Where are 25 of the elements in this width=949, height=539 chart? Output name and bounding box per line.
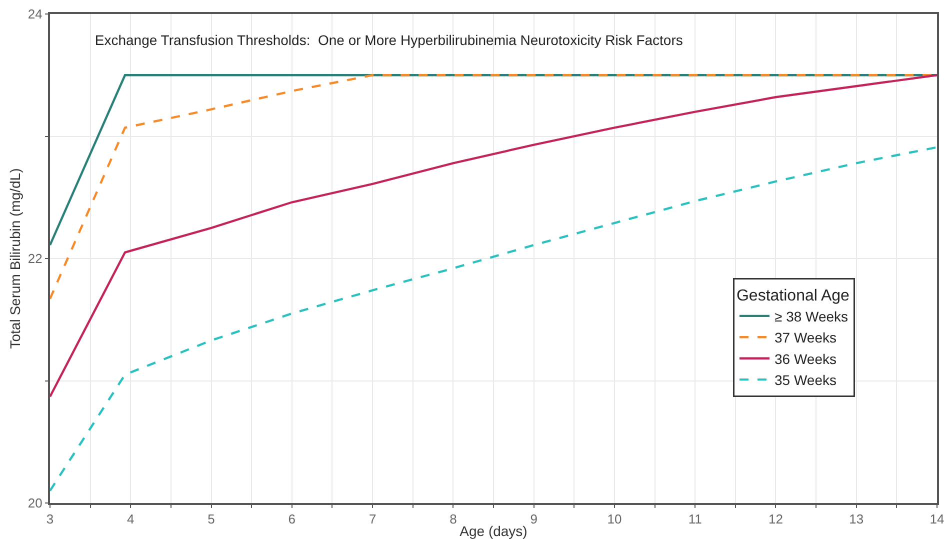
x-tick-label: 14: [930, 512, 944, 527]
x-tick-label: 10: [607, 512, 622, 527]
legend-title: Gestational Age: [736, 287, 850, 304]
x-tick-label: 12: [768, 512, 783, 527]
y-tick-label: 20: [28, 496, 42, 511]
y-axis-title: Total Serum Bilirubin (mg/dL): [7, 168, 24, 349]
x-tick-label: 11: [688, 512, 702, 527]
x-tick-label: 5: [208, 512, 215, 527]
legend-label: ≥ 38 Weeks: [774, 308, 848, 324]
x-tick-label: 4: [127, 512, 134, 527]
y-tick-label: 24: [28, 6, 42, 22]
legend-label: 36 Weeks: [774, 350, 836, 367]
x-tick-label: 6: [288, 512, 296, 527]
x-tick-label: 8: [450, 512, 457, 527]
line-series: [50, 74, 937, 398]
x-tick-label: 13: [849, 512, 864, 527]
legend-label: 37 Weeks: [774, 330, 836, 346]
x-axis-title: Age (days): [460, 523, 528, 539]
text: Exchange Transfusion Thresholds: One or More Hyperbilirubinemia Neurotoxicity Risk Factors: [94, 32, 683, 48]
x-tick-label: 3: [46, 512, 54, 527]
line-series: [50, 146, 937, 492]
y-tick-label: 22: [28, 251, 42, 266]
x-tick-label: 7: [368, 512, 376, 527]
x-tick-label: 9: [530, 512, 538, 527]
legend-label: 35 Weeks: [774, 372, 836, 388]
